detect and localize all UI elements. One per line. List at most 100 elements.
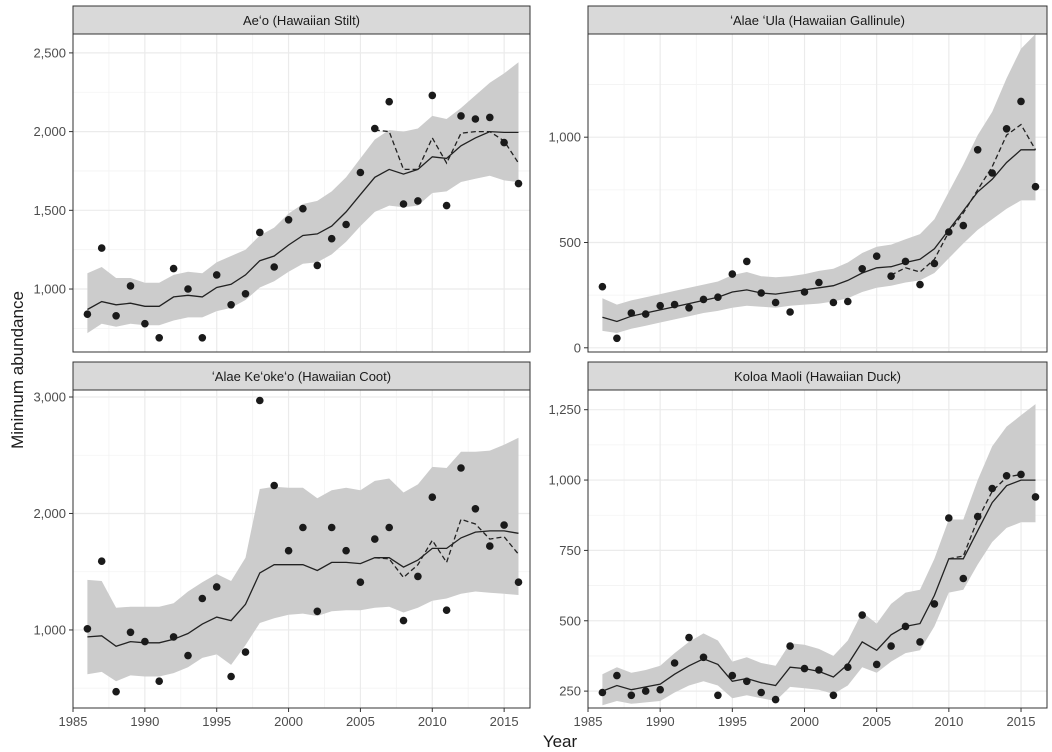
- y-axis-title: Minimum abundance: [8, 291, 27, 449]
- observation-point: [284, 546, 293, 555]
- observation-point: [872, 252, 881, 260]
- observation-point: [988, 484, 996, 493]
- observation-point: [1002, 472, 1011, 480]
- facet-strip: [72, 361, 531, 391]
- observation-point: [83, 625, 92, 633]
- observation-point: [771, 695, 780, 704]
- observation-point: [685, 633, 693, 642]
- panel-hawaiian-coot: ʻAlae Keʻokeʻo (Hawaiian Coot) 1,000 2,000…: [33, 361, 531, 729]
- observation-point: [771, 298, 780, 307]
- dashed-trend-line: [890, 123, 1037, 276]
- panel-border: [72, 389, 531, 709]
- observation-point: [872, 660, 881, 669]
- x-tick-label: 2005: [346, 714, 375, 729]
- observation-point: [786, 308, 794, 316]
- x-tick-label: 1995: [202, 714, 231, 729]
- observation-point: [299, 523, 307, 532]
- observation-point: [169, 633, 178, 641]
- observation-point: [656, 301, 664, 310]
- credible-interval-ribbon: [87, 62, 519, 334]
- observation-point: [514, 179, 523, 188]
- observation-point: [313, 261, 322, 270]
- x-tick-label: 2005: [862, 714, 891, 729]
- observation-point: [241, 648, 250, 656]
- y-tick-label: 2,000: [33, 506, 66, 521]
- observation-point: [627, 691, 636, 700]
- observation-point: [126, 282, 135, 290]
- observation-point: [613, 671, 621, 680]
- x-tick-label: 1990: [646, 714, 675, 729]
- observation-point: [641, 310, 650, 318]
- credible-interval-ribbon: [602, 34, 1036, 333]
- observation-point: [399, 616, 408, 625]
- trend-line: [87, 130, 519, 311]
- facet-title: Koloa Maoli (Hawaiian Duck): [734, 369, 901, 384]
- y-tick-label: 1,000: [33, 282, 66, 297]
- observation-point: [1031, 493, 1040, 501]
- observation-point: [714, 293, 722, 302]
- x-tick-label: 1985: [59, 714, 88, 729]
- y-tick-label: 3,000: [33, 389, 66, 404]
- observation-point: [743, 677, 751, 686]
- observation-point: [887, 272, 895, 281]
- x-tick-label: 1995: [718, 714, 747, 729]
- observation-point: [486, 542, 494, 550]
- observation-point: [141, 319, 149, 328]
- observation-point: [800, 288, 809, 296]
- observation-point: [371, 535, 379, 543]
- observation-point: [227, 672, 235, 681]
- y-tick-label: 250: [559, 684, 581, 699]
- observation-point: [500, 138, 508, 147]
- panel-border: [72, 33, 531, 353]
- observation-point: [757, 688, 765, 697]
- dashed-trend-line: [374, 129, 520, 171]
- facet-title: ʻAlae ʻUla (Hawaiian Gallinule): [730, 13, 905, 28]
- observation-point: [959, 574, 968, 583]
- observation-point: [428, 493, 437, 502]
- observation-point: [500, 521, 508, 529]
- observation-point: [1002, 125, 1011, 133]
- observation-point: [815, 666, 823, 674]
- observation-point: [255, 396, 264, 405]
- observation-point: [858, 265, 866, 273]
- observation-point: [299, 204, 307, 213]
- observation-point: [743, 257, 751, 266]
- observation-point: [399, 200, 408, 208]
- facet-title: Aeʻo (Hawaiian Stilt): [243, 13, 360, 28]
- y-tick-label: 1,250: [548, 402, 581, 417]
- panel-border: [587, 389, 1048, 709]
- y-tick-label: 500: [559, 235, 581, 250]
- observation-point: [428, 91, 437, 100]
- observation-point: [97, 557, 106, 565]
- observation-point: [916, 280, 924, 289]
- observation-point: [901, 257, 910, 266]
- observation-point: [414, 197, 422, 205]
- observation-point: [945, 514, 953, 522]
- observation-point: [270, 481, 279, 490]
- observation-point: [457, 464, 465, 472]
- y-tick-label: 0: [574, 340, 581, 355]
- observation-point: [959, 221, 968, 230]
- observation-point: [255, 228, 264, 237]
- x-tick-label: 2010: [934, 714, 963, 729]
- x-tick-label: 2015: [490, 714, 519, 729]
- y-tick-label: 1,000: [548, 130, 581, 145]
- facet-strip: [587, 5, 1048, 35]
- observation-point: [284, 216, 293, 224]
- panel-hawaiian-stilt: Aeʻo (Hawaiian Stilt) 1,000 1,500 2,000 2,50…: [33, 5, 531, 353]
- observation-point: [670, 659, 679, 667]
- x-tick-label: 2010: [418, 714, 447, 729]
- observation-point: [155, 334, 163, 342]
- y-tick-label: 1,000: [33, 622, 66, 637]
- observation-point: [656, 685, 664, 694]
- observation-point: [356, 578, 365, 586]
- credible-interval-ribbon: [602, 404, 1036, 706]
- observation-point: [728, 671, 737, 680]
- observation-point: [714, 691, 722, 700]
- observation-point: [457, 112, 465, 120]
- x-axis-title: Year: [543, 732, 578, 751]
- panel-hawaiian-duck: Koloa Maoli (Hawaiian Duck) 250 500 750 1,00…: [548, 361, 1048, 729]
- observation-point: [270, 263, 279, 271]
- facet-strip: [587, 361, 1048, 391]
- observation-point: [141, 637, 149, 646]
